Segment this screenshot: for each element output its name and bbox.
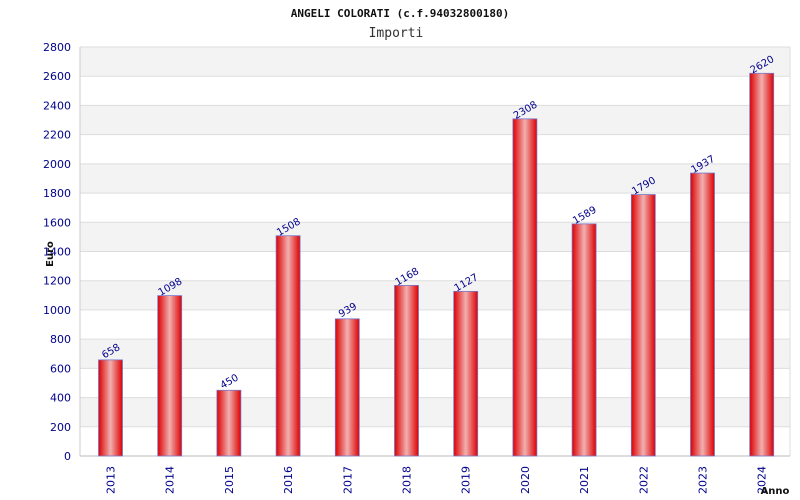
bar-value-label: 450 (219, 373, 241, 392)
y-tick-label: 2600 (43, 70, 71, 83)
x-tick-label: 2021 (578, 466, 591, 494)
x-tick-label: 2015 (223, 466, 236, 494)
x-tick-label: 2017 (341, 466, 354, 494)
y-tick-label: 1200 (43, 275, 71, 288)
grid-band (80, 105, 790, 135)
bar (690, 172, 715, 457)
y-tick-label: 2000 (43, 158, 71, 171)
x-tick-label: 2023 (697, 466, 710, 494)
y-tick-label: 1000 (43, 304, 71, 317)
y-tick-label: 0 (64, 450, 71, 463)
chart-title: ANGELI COLORATI (c.f.94032800180) (291, 7, 510, 20)
grid-band (80, 339, 790, 369)
bar (275, 235, 301, 457)
y-tick-label: 1600 (43, 216, 71, 229)
x-tick-label: 2018 (401, 466, 414, 494)
bar (630, 194, 656, 457)
grid-band (80, 280, 790, 310)
x-tick-label: 2013 (105, 466, 118, 494)
y-tick-label: 1400 (43, 246, 71, 259)
grid-band (80, 397, 790, 427)
chart-subtitle: Importi (369, 26, 424, 41)
bar (334, 318, 360, 457)
y-tick-label: 2800 (43, 41, 71, 54)
bar (749, 72, 775, 457)
x-tick-label: 2020 (519, 466, 532, 494)
bar (216, 389, 242, 457)
y-tick-label: 2200 (43, 129, 71, 142)
y-axis-ticks: 0 200 400 600 800 1000 1200 1400 1600 1800 2000 220… (43, 41, 71, 463)
grid-band (80, 163, 790, 194)
grid-bands (80, 47, 790, 427)
bar (453, 290, 479, 457)
y-tick-label: 800 (50, 333, 71, 346)
x-axis-ticks: 2013 2014 2015 2016 2017 2018 2019 2020 2021 2022… (105, 466, 769, 494)
gridlines (79, 46, 791, 457)
y-tick-label: 400 (50, 392, 71, 405)
grid-band (80, 47, 790, 77)
bar (98, 359, 123, 457)
bar (571, 223, 597, 457)
x-axis-label: Anno (761, 486, 790, 497)
y-tick-label: 600 (50, 362, 71, 375)
x-tick-label: 2019 (460, 466, 473, 494)
y-tick-label: 1800 (43, 187, 71, 200)
x-tick-label: 2024 (756, 466, 769, 494)
grid-band (80, 222, 790, 252)
bar (394, 284, 419, 457)
bar (157, 295, 183, 457)
bar (512, 118, 538, 457)
y-tick-label: 200 (50, 421, 71, 434)
y-tick-label: 2400 (43, 99, 71, 112)
x-tick-label: 2022 (637, 466, 650, 494)
bars (98, 72, 775, 457)
x-tick-label: 2014 (164, 466, 177, 494)
y-axis-label: Euro (45, 241, 56, 267)
x-tick-label: 2016 (282, 466, 295, 494)
